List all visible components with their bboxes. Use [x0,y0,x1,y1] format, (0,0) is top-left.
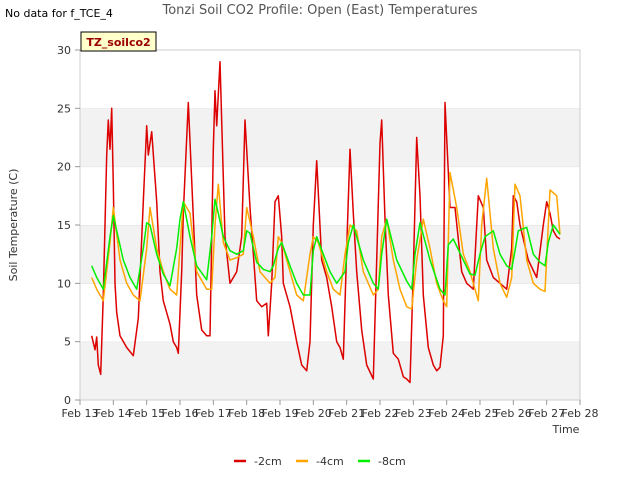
y-tick-label: 20 [57,161,71,174]
legend-tag-box: TZ_soilco2 [80,31,157,52]
plot-band [80,166,580,225]
legend: -2cm -4cm -8cm [234,455,406,468]
y-tick-label: 15 [57,219,71,232]
y-tick-label: 25 [57,102,71,115]
x-tick-label: Feb 27 [528,407,565,420]
y-tick-label: 30 [57,44,71,57]
x-tick-label: Feb 18 [228,407,265,420]
y-axis-label: Soil Temperature (C) [7,169,20,282]
series-line-2cm [90,60,561,384]
legend-tag-label: TZ_soilco2 [86,36,150,49]
x-tick-label: Feb 17 [195,407,232,420]
y-tick-label: 0 [64,394,71,407]
x-tick-label: Feb 23 [395,407,432,420]
legend-label: -2cm [254,455,282,468]
x-tick-label: Feb 28 [562,407,599,420]
x-tick-label: Feb 26 [495,407,532,420]
x-tick-label: Feb 20 [295,407,332,420]
x-tick-label: Feb 14 [95,407,132,420]
x-tick-label: Feb 15 [128,407,165,420]
chart-title: Tonzi Soil CO2 Profile: Open (East) Temp… [162,3,478,18]
x-tick-label: Feb 13 [62,407,99,420]
series-line-4cm [91,171,561,310]
series-line-8cm [91,198,561,296]
x-axis-label: Time [552,423,580,436]
y-tick-label: 5 [64,336,71,349]
x-tick-label: Feb 19 [262,407,299,420]
x-tick-label: Feb 24 [428,407,465,420]
x-tick-label: Feb 22 [362,407,399,420]
plot-band [80,50,580,109]
legend-label: -4cm [316,455,344,468]
y-tick-label: 10 [57,277,71,290]
plot-band [80,341,580,400]
plot-band [80,108,580,167]
legend-label: -8cm [378,455,406,468]
x-tick-label: Feb 25 [462,407,499,420]
x-tick-label: Feb 21 [328,407,365,420]
x-tick-label: Feb 16 [162,407,199,420]
no-data-notice: No data for f_TCE_4 [5,7,113,20]
